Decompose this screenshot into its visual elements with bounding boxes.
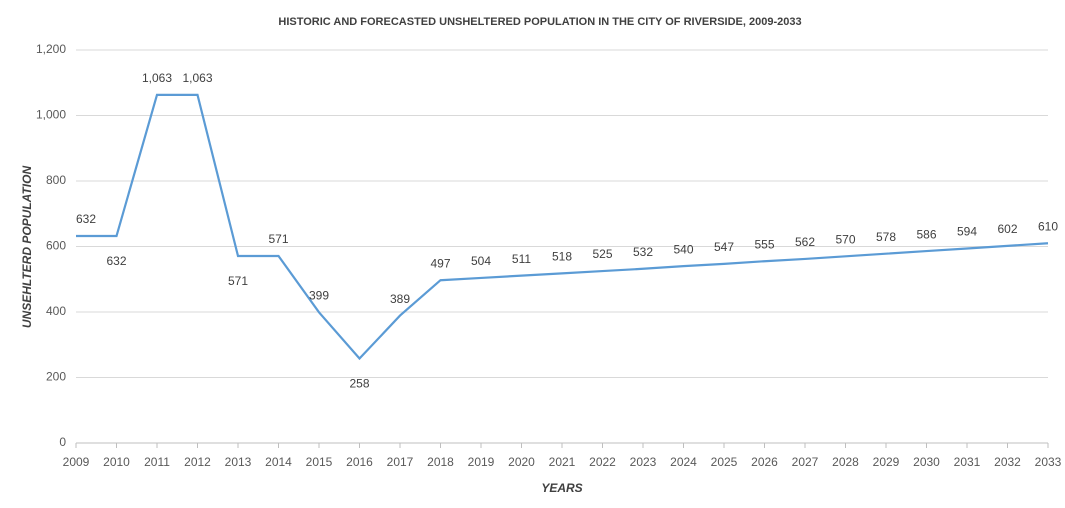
data-label: 497 — [430, 256, 450, 270]
data-label: 525 — [592, 247, 612, 261]
x-axis-title: YEARS — [541, 481, 582, 495]
x-tick-label: 2028 — [832, 455, 859, 469]
data-label: 571 — [268, 232, 288, 246]
x-tick-label: 2021 — [549, 455, 576, 469]
x-tick-label: 2022 — [589, 455, 616, 469]
x-tick-label: 2033 — [1035, 455, 1062, 469]
data-label: 540 — [673, 242, 693, 256]
data-label: 610 — [1038, 219, 1058, 233]
x-tick-label: 2015 — [306, 455, 333, 469]
y-tick-label: 800 — [46, 173, 66, 187]
x-tick-label: 2031 — [954, 455, 981, 469]
data-label: 399 — [309, 288, 329, 302]
data-label: 594 — [957, 225, 977, 239]
data-label: 532 — [633, 245, 653, 259]
x-tick-label: 2011 — [144, 455, 170, 469]
data-label: 562 — [795, 235, 815, 249]
data-label: 571 — [228, 274, 248, 288]
y-tick-label: 600 — [46, 239, 66, 253]
x-tick-label: 2009 — [63, 455, 90, 469]
x-tick-label: 2029 — [873, 455, 900, 469]
y-tick-label: 0 — [59, 435, 66, 449]
data-label: 547 — [714, 240, 734, 254]
data-label: 602 — [997, 222, 1017, 236]
x-tick-label: 2023 — [630, 455, 657, 469]
y-axis-title: UNSEHLTERD POPULATION — [20, 166, 34, 329]
data-label: 586 — [916, 227, 936, 241]
x-tick-label: 2016 — [346, 455, 373, 469]
data-label: 1,063 — [182, 71, 212, 85]
x-tick-label: 2024 — [670, 455, 697, 469]
y-tick-label: 1,000 — [36, 108, 66, 122]
x-tick-label: 2027 — [792, 455, 819, 469]
x-tick-label: 2032 — [994, 455, 1021, 469]
x-tick-label: 2012 — [184, 455, 211, 469]
data-label: 632 — [106, 254, 126, 268]
data-label: 1,063 — [142, 71, 172, 85]
x-tick-label: 2020 — [508, 455, 535, 469]
data-label: 518 — [552, 250, 572, 264]
x-tick-label: 2013 — [225, 455, 252, 469]
data-label: 578 — [876, 230, 896, 244]
data-label: 511 — [512, 252, 531, 266]
y-tick-label: 200 — [46, 370, 66, 384]
data-label: 258 — [349, 377, 369, 391]
data-label: 389 — [390, 292, 410, 306]
x-tick-label: 2018 — [427, 455, 454, 469]
chart-title: HISTORIC AND FORECASTED UNSHELTERED POPU… — [278, 16, 801, 28]
data-label: 632 — [76, 212, 96, 226]
data-label: 570 — [835, 232, 855, 246]
y-tick-label: 400 — [46, 304, 66, 318]
x-tick-label: 2030 — [913, 455, 940, 469]
x-tick-label: 2026 — [751, 455, 778, 469]
data-label: 504 — [471, 254, 491, 268]
x-tick-label: 2019 — [468, 455, 495, 469]
x-tick-label: 2014 — [265, 455, 292, 469]
data-label: 555 — [754, 237, 774, 251]
x-tick-label: 2025 — [711, 455, 738, 469]
line — [76, 93, 1049, 361]
y-tick-label: 1,200 — [36, 42, 66, 56]
x-tick-label: 2017 — [387, 455, 414, 469]
x-tick-label: 2010 — [103, 455, 130, 469]
